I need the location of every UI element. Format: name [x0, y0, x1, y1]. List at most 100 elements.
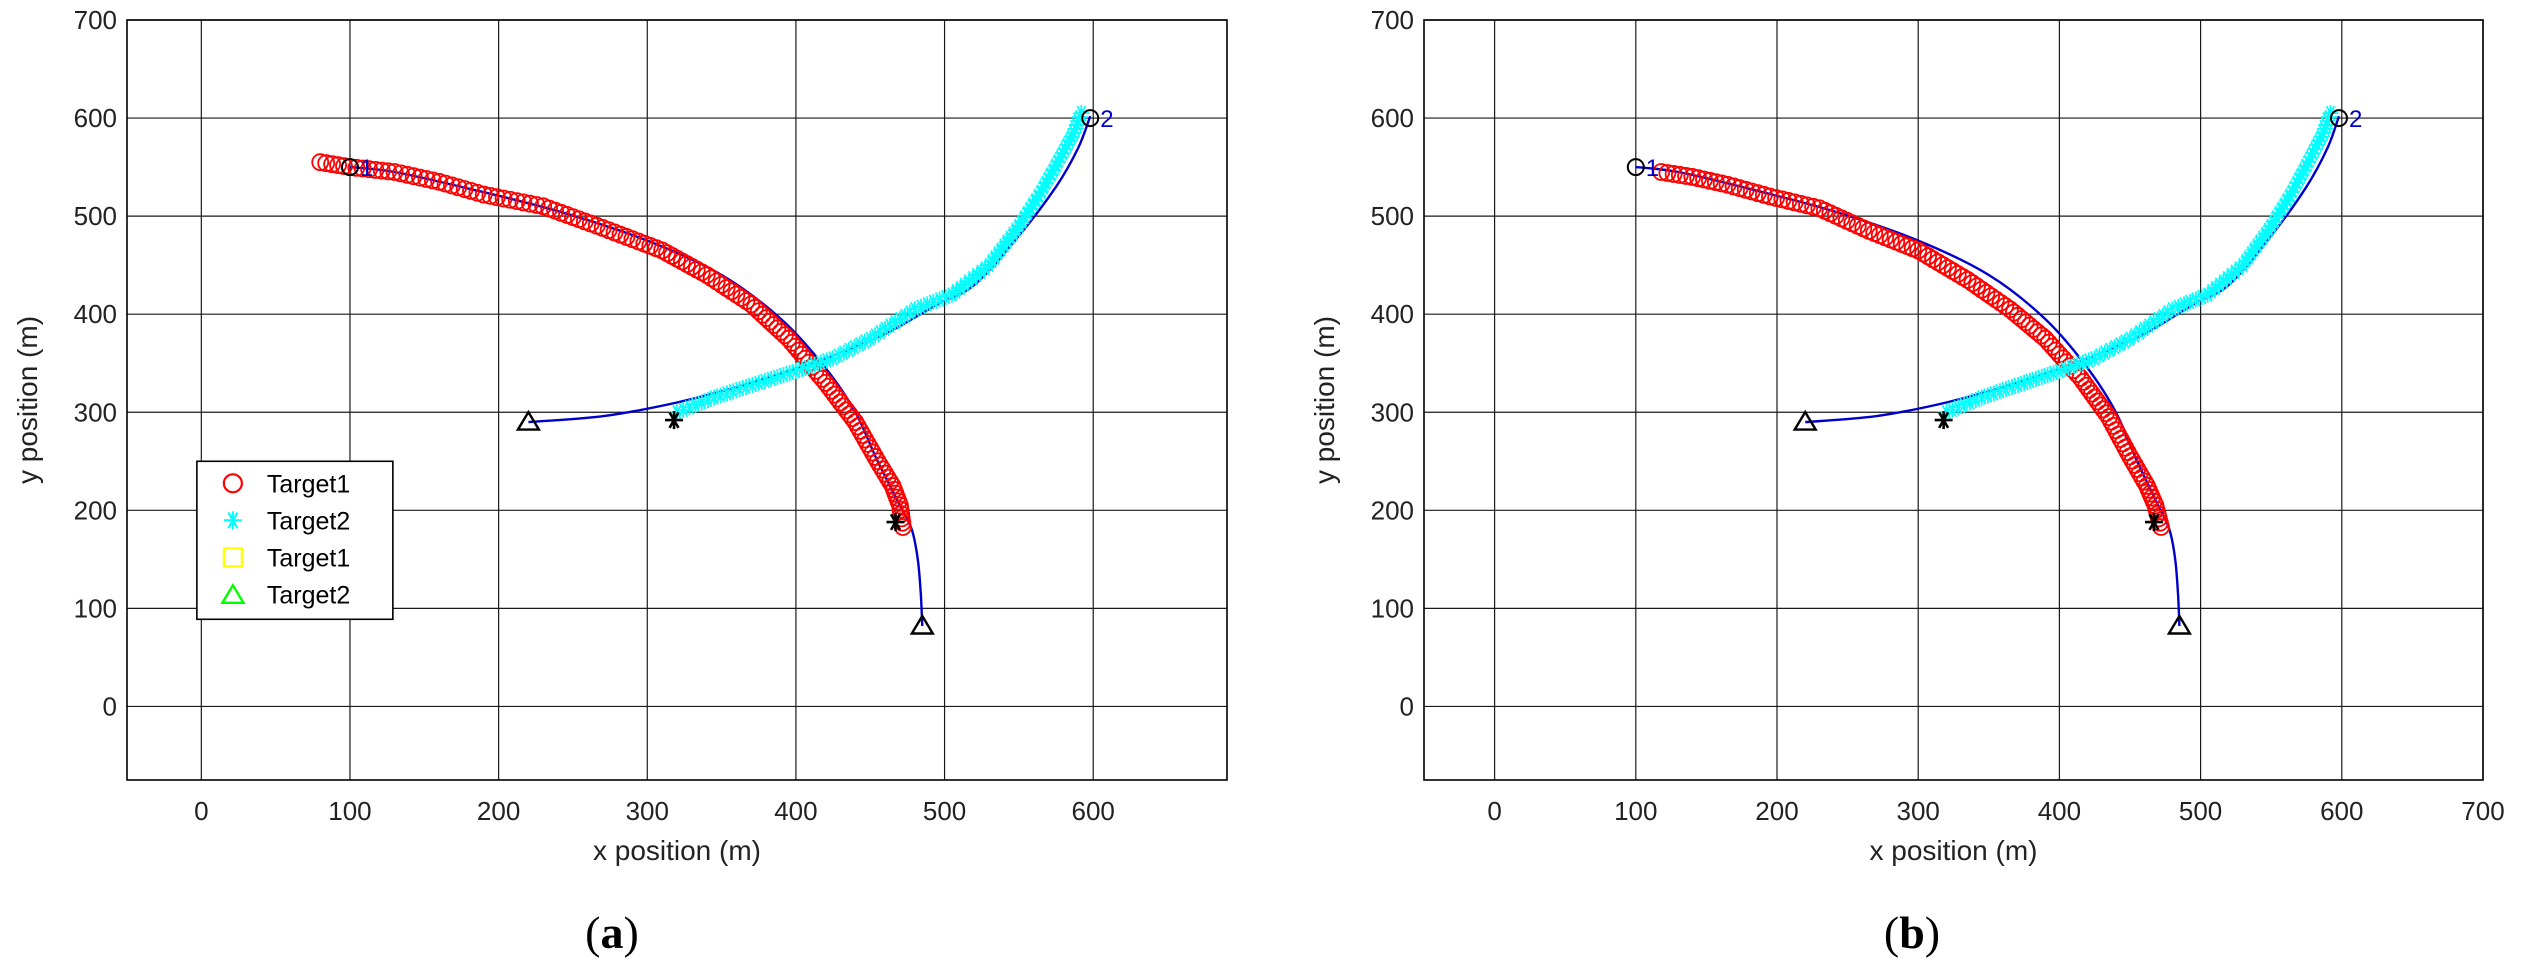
panel-b-birth-marker	[1934, 411, 1953, 430]
panel-b-y-tick-label: 500	[1371, 201, 1414, 231]
panel-a-target1-point	[856, 430, 875, 449]
panel-a-x-tick-label: 400	[774, 796, 817, 826]
panel-a-legend-label: Target2	[267, 507, 350, 535]
panel-b-target1-point	[1934, 256, 1952, 275]
panel-b-target1-point	[1670, 166, 1689, 184]
panel-b-true-track-1	[1635, 165, 2181, 627]
panel-b-target1-point	[1695, 170, 1713, 189]
panel-a-target1-point	[353, 159, 372, 178]
panel-a-target1-point	[707, 272, 726, 291]
panel-a-legend-square-marker	[222, 547, 243, 568]
panel-b-close: )	[1925, 907, 1940, 958]
panel-b-series-target1	[1652, 163, 2170, 536]
panel-a-target1-point	[372, 161, 391, 180]
panel-a-target2-point	[862, 330, 879, 347]
panel-a-target1-point	[727, 285, 746, 304]
panel-b-target1-point	[1798, 196, 1816, 215]
panel-b-target1-point	[1677, 167, 1695, 185]
panel-b-open: (	[1884, 907, 1899, 958]
panel-a-target2-point	[756, 372, 773, 389]
panel-a-start-marker-1	[340, 158, 359, 177]
panel-a-target1-point	[697, 266, 716, 284]
panel-a-end-marker	[909, 613, 935, 635]
panel-b-target1-point	[1991, 293, 2010, 312]
panel-a-target1-point	[481, 186, 500, 205]
panel-b-axes-frame	[1423, 19, 2484, 781]
panel-b-plot: 0 100 200 300 400 500 600 700 0 100 200 300 400 500 60…	[1309, 5, 2505, 866]
panel-b-x-tick-label: 200	[1755, 796, 1798, 826]
panel-b-x-axis-label: x position (m)	[1869, 835, 2037, 866]
panel-a-target1-point	[858, 434, 877, 453]
panel-b-y-tick-label: 600	[1371, 103, 1414, 133]
panel-a-target2-point	[896, 307, 913, 324]
panel-a-x-tick-label: 100	[328, 796, 371, 826]
panel-b-target1-point	[1924, 250, 1942, 269]
panel-a-target1-point	[385, 163, 404, 181]
panel-a-legend-label: Target1	[267, 544, 350, 572]
panel-b-target1-point	[1943, 262, 1962, 280]
panel-a-target1-point	[360, 160, 378, 179]
panel-a-x-tick-label: 600	[1072, 796, 1115, 826]
panel-a-x-axis-label: x position (m)	[593, 835, 761, 866]
panel-b-y-tick-label: 700	[1371, 5, 1414, 35]
panel-a-letter: a	[601, 907, 624, 958]
panel-a-y-tick-label: 0	[103, 691, 117, 721]
panel-b-birth-marker	[2145, 513, 2164, 532]
panel-a-track-label-2: 2	[1100, 106, 1113, 133]
panel-b-y-tick-label: 200	[1371, 495, 1414, 525]
panel-b-target1-point	[1948, 265, 1967, 283]
panel-a-target1-point	[379, 162, 398, 181]
panel-b-target1-point	[1804, 197, 1823, 216]
panel-b-target1-point	[1982, 287, 2001, 306]
panel-b-target1-point	[1919, 247, 1937, 266]
panel-b-letter: b	[1899, 907, 1925, 958]
panel-a-series-target2	[669, 105, 1090, 421]
panel-a-target1-point	[861, 439, 880, 458]
panel-b-start-marker-1	[1626, 158, 1645, 177]
panel-a-start-marker-2	[1081, 109, 1100, 128]
panel-a-x-tick-label: 500	[923, 796, 966, 826]
panel-a-legend-label: Target1	[267, 470, 350, 498]
panel-b-x-tick-label: 100	[1614, 796, 1657, 826]
panel-a-target1-point	[722, 282, 741, 301]
panel-a-close: )	[624, 907, 639, 958]
panel-a-y-tick-label: 500	[74, 201, 117, 231]
panel-b-x-tick-label: 300	[1897, 796, 1940, 826]
panel-a-target1-point	[404, 167, 423, 186]
panel-b-target1-point	[1914, 244, 1933, 263]
panel-b-y-tick-label: 300	[1371, 397, 1414, 427]
panel-b-target1-point	[1701, 171, 1719, 190]
panel-b-x-tick-label: 400	[2038, 796, 2081, 826]
panel-a-target1-point	[848, 417, 867, 436]
panel-b-target2-point	[2322, 105, 2339, 122]
panel-b-target2-point	[1991, 383, 2008, 400]
panel-a-plot: 0 100 200 300 400 500 600 0 100 200 300 400 500 600 70…	[12, 5, 1228, 866]
panel-a-target1-point	[514, 193, 533, 212]
panel-a-target1-point	[474, 185, 493, 204]
panel-a-target1-point	[507, 192, 526, 210]
panel-a-x-tick-label: 300	[626, 796, 669, 826]
panel-a-series-target1	[311, 153, 912, 536]
panel-a-target1-point	[712, 275, 731, 294]
panel-b-target1-point	[1909, 241, 1928, 260]
panel-b-track-label-2: 2	[2349, 106, 2362, 133]
panel-b-target1-point	[1761, 187, 1779, 206]
panel-a-legend-circle-marker	[222, 473, 243, 494]
panel-a-target1-point	[488, 188, 506, 207]
panel-a-target1-point	[335, 157, 353, 176]
panel-a-axes-frame	[126, 19, 1228, 781]
panel-a-plot-area	[127, 20, 1227, 780]
panel-a-target1-point	[311, 153, 330, 172]
panel-a-y-tick-label: 100	[74, 593, 117, 623]
panel-a-target1-point	[717, 279, 736, 297]
panel-a-target2-point	[835, 344, 852, 361]
panel-b-target1-point	[1953, 268, 1972, 286]
panel-a-target1-point	[423, 171, 442, 190]
panel-b-target1-point	[1791, 194, 1810, 213]
panel-a-target1-point	[329, 156, 347, 175]
panel-a-target1-point	[366, 160, 385, 179]
panel-b-track-label-1: 1	[1646, 155, 1659, 182]
panel-a-target1-point	[527, 196, 546, 214]
panel-b-target1-point	[1689, 169, 1708, 188]
